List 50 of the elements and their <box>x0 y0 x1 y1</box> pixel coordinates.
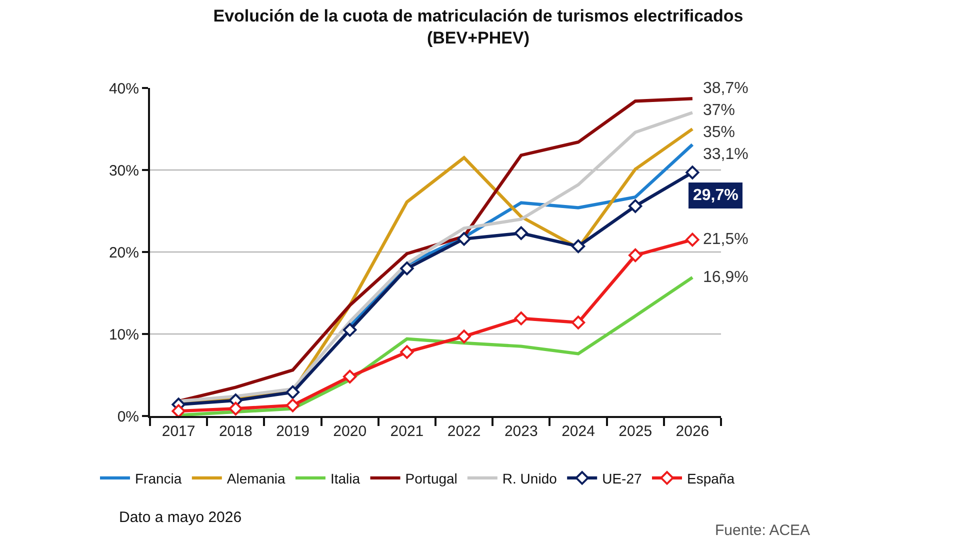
x-tick-label: 2021 <box>390 423 424 440</box>
y-tick-label: 20% <box>108 244 139 262</box>
legend-label: Portugal <box>405 470 458 486</box>
legend-label: Francia <box>135 470 182 486</box>
data-label: 38,7% <box>703 80 748 97</box>
x-tick-label: 2018 <box>218 423 252 440</box>
x-tick-label: 2017 <box>162 423 196 440</box>
data-label: 33,1% <box>703 146 748 163</box>
point <box>228 402 242 416</box>
legend-label: España <box>686 470 735 486</box>
x-tick-label: 2024 <box>562 423 595 440</box>
annotation: 29,7% <box>693 187 738 204</box>
point <box>514 312 528 326</box>
y-tick-label: 30% <box>108 162 139 180</box>
y-tick-label: 40% <box>108 80 139 98</box>
point <box>286 398 300 412</box>
point <box>628 248 642 262</box>
source-note: Fuente: ACEA <box>715 522 810 539</box>
legend-label: UE-27 <box>602 470 642 486</box>
point <box>686 166 700 180</box>
x-tick-label: 2020 <box>333 423 367 440</box>
point <box>628 199 642 213</box>
point <box>457 232 471 246</box>
point <box>571 316 586 330</box>
legend-label: Alemania <box>226 470 286 486</box>
point <box>686 232 700 247</box>
x-tick-label: 2023 <box>504 423 538 440</box>
point <box>514 226 528 240</box>
text: Dato a mayo 2026 <box>119 509 242 526</box>
chart-title: Evolución de la cuota de matriculación de turismos electrificados (BEV+PHEV) <box>213 6 744 48</box>
data-label: 21,5% <box>703 231 748 248</box>
data-label: 16,9% <box>703 269 748 286</box>
x-tick-label: 2026 <box>676 423 710 440</box>
point <box>286 385 300 400</box>
point <box>172 404 186 418</box>
x-tick-label: 2022 <box>447 423 481 440</box>
point <box>457 330 471 344</box>
data-label: 35% <box>703 124 736 141</box>
point <box>400 345 414 359</box>
data-label: 37% <box>703 102 736 119</box>
x-tick-label: 2025 <box>618 423 652 440</box>
point <box>343 370 357 384</box>
point <box>571 239 586 254</box>
legend-label: R. Unido <box>502 470 558 486</box>
point <box>343 323 357 337</box>
y-tick-label: 0% <box>117 408 139 426</box>
legend-label: Italia <box>330 470 360 486</box>
point <box>400 262 414 276</box>
x-tick-label: 2019 <box>276 423 310 440</box>
y-tick-label: 10% <box>108 326 139 344</box>
